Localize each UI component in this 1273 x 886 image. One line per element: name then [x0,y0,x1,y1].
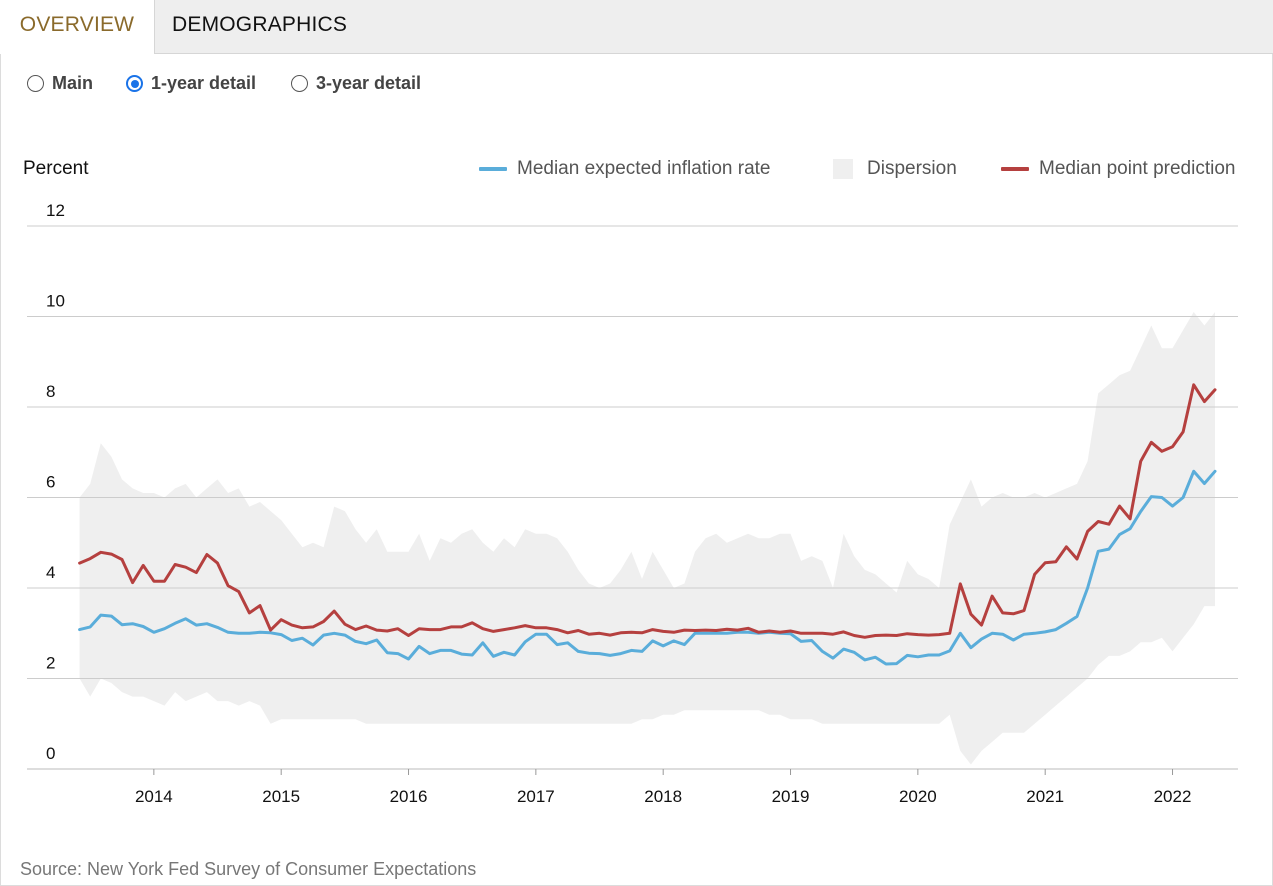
radio-button-icon[interactable] [291,75,308,92]
x-tick-label: 2022 [1154,787,1192,806]
y-tick-label: 4 [46,563,55,582]
x-tick-label: 2016 [390,787,428,806]
legend-line-swatch-icon [1001,167,1029,171]
x-tick-label: 2014 [135,787,173,806]
x-tick-label: 2018 [644,787,682,806]
radio-label: 3-year detail [316,73,422,93]
x-tick-label: 2019 [772,787,810,806]
radio-3-year-detail[interactable]: 3-year detail [291,73,421,94]
x-tick-label: 2021 [1026,787,1064,806]
radio-label: Main [52,73,94,93]
radio-main[interactable]: Main [27,73,93,94]
legend-label: Median expected inflation rate [517,158,771,179]
y-tick-label: 6 [46,473,55,492]
median-point-prediction-line [78,383,1217,639]
y-tick-label: 10 [46,292,65,311]
x-tick-label: 2017 [517,787,555,806]
tab-overview[interactable]: OVERVIEW [0,0,155,54]
x-tick-label: 2015 [262,787,300,806]
y-tick-label: 0 [46,744,55,763]
y-tick-label: 12 [46,201,65,220]
radio-button-icon[interactable] [27,75,44,92]
tab-demographics[interactable]: DEMOGRAPHICS [172,13,348,36]
y-tick-label: 2 [46,654,55,673]
legend-item-median-point[interactable]: Median point prediction [1001,158,1235,180]
radio-label: 1-year detail [151,73,257,93]
radio-1-year-detail[interactable]: 1-year detail [126,73,256,94]
source-note: Source: New York Fed Survey of Consumer … [20,859,477,879]
legend-box-swatch-icon [833,159,853,179]
legend-line-swatch-icon [479,167,507,171]
x-tick-label: 2020 [899,787,937,806]
dispersion-band [79,312,1216,765]
legend-label: Median point prediction [1039,158,1236,179]
radio-button-selected-icon[interactable] [126,75,143,92]
legend-item-median-expected[interactable]: Median expected inflation rate [479,158,771,180]
legend-item-dispersion[interactable]: Dispersion [833,158,957,180]
y-axis-label: Percent [23,158,89,179]
median-expected-inflation-line [78,469,1217,666]
tab-bar: OVERVIEW DEMOGRAPHICS [0,0,1273,54]
y-tick-label: 8 [46,382,55,401]
legend-label: Dispersion [867,158,957,179]
